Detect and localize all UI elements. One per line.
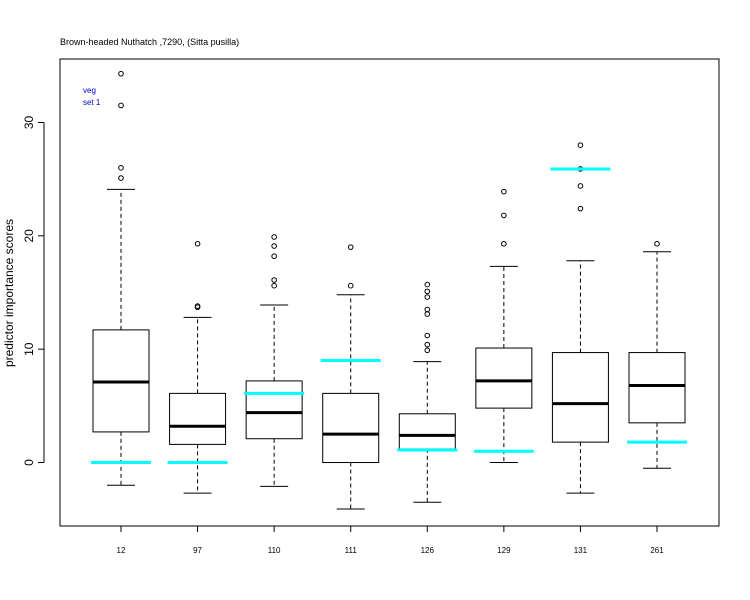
outlier-point	[577, 142, 584, 148]
outlier-point	[118, 102, 124, 109]
outlier-point	[271, 234, 277, 240]
outlier-point	[347, 244, 354, 250]
outlier-point	[424, 332, 431, 339]
outlier-point	[424, 341, 431, 348]
x-tick-label: 97	[193, 546, 202, 555]
outlier-point	[424, 311, 431, 317]
outlier-point	[194, 240, 201, 247]
y-axis-label: predictor importance scores	[2, 219, 16, 367]
iqr-box	[245, 380, 303, 440]
iqr-box	[322, 392, 380, 464]
outlier-point	[424, 281, 431, 288]
annotation-veg: veg	[83, 86, 96, 95]
outlier-point	[347, 282, 354, 289]
outlier-point	[501, 212, 507, 219]
x-tick-label: 261	[650, 546, 664, 555]
y-tick-label: 0	[22, 459, 36, 466]
x-axis: 12 97 110 111 126 129 131 261	[117, 525, 664, 555]
x-tick-label: 110	[268, 546, 281, 555]
y-tick-label: 10	[22, 342, 36, 356]
box-110	[244, 234, 305, 487]
box-12	[91, 70, 151, 486]
box-97	[167, 240, 228, 494]
y-tick-label: 20	[22, 229, 36, 243]
outlier-point	[271, 253, 277, 260]
outlier-point	[271, 277, 277, 283]
x-tick-label: 129	[497, 546, 511, 555]
annotation-set: set 1	[83, 98, 101, 107]
outlier-point	[501, 240, 507, 247]
y-tick-label: 30	[22, 115, 36, 129]
outlier-point	[424, 347, 431, 354]
outlier-point	[577, 183, 584, 189]
outlier-point	[424, 294, 431, 300]
outlier-point	[118, 165, 124, 171]
iqr-box	[475, 347, 533, 409]
x-tick-label: 12	[117, 546, 126, 555]
chart-title: Brown-headed Nuthatch ,7290, (Sitta pusi…	[60, 37, 239, 47]
iqr-box	[169, 392, 227, 445]
plot-frame	[59, 58, 720, 527]
outlier-point	[654, 240, 660, 247]
box-126	[397, 281, 458, 503]
x-tick-label: 111	[345, 546, 358, 555]
outlier-point	[424, 288, 431, 295]
outlier-point	[577, 205, 584, 212]
outlier-point	[501, 188, 507, 195]
iqr-box	[551, 352, 609, 443]
outlier-point	[271, 243, 277, 249]
outlier-point	[424, 306, 431, 313]
x-tick-label: 126	[421, 546, 435, 555]
iqr-box	[398, 413, 456, 450]
outlier-point	[194, 304, 201, 311]
box-111	[320, 244, 381, 510]
box-129	[473, 188, 534, 464]
boxes-group	[91, 70, 687, 510]
box-131	[550, 142, 611, 494]
y-axis: 0 10 20 30	[22, 115, 45, 466]
iqr-box	[628, 352, 686, 424]
outlier-point	[118, 175, 124, 181]
box-261	[627, 240, 687, 469]
x-tick-label: 131	[574, 546, 588, 555]
outlier-point	[118, 70, 124, 77]
outlier-point	[271, 282, 277, 289]
